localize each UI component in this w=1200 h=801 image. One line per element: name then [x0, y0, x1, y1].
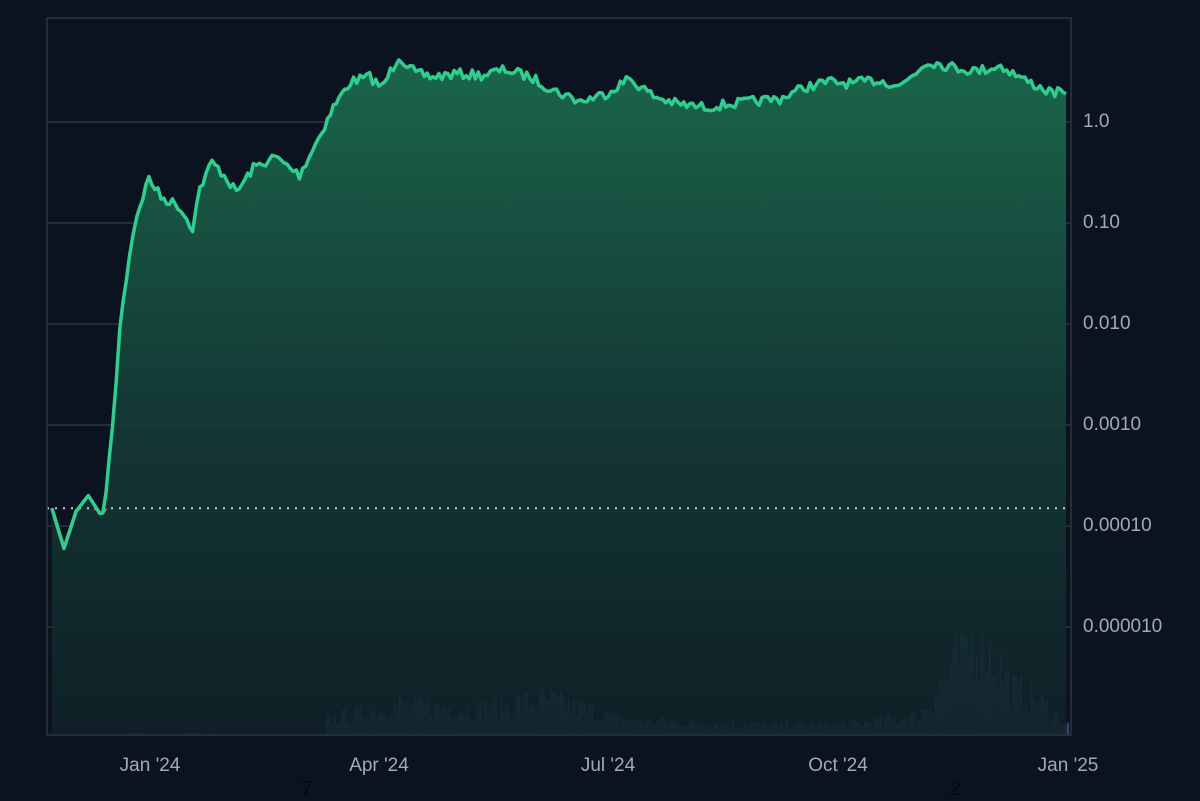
- price-area-fill: [51, 59, 1067, 735]
- x-tick-label: Apr '24: [349, 755, 409, 776]
- x-tick-label: Jan '25: [1037, 755, 1099, 776]
- price-line: [50, 58, 1067, 551]
- plot-border: [46, 17, 1072, 736]
- y-tick-label: 0.000010: [1083, 616, 1163, 637]
- x-tick-label: Jul '24: [580, 755, 636, 776]
- x-tick-label: Oct '24: [808, 755, 868, 776]
- y-tick-label: 0.00010: [1083, 515, 1152, 536]
- stray-label: 7: [301, 778, 313, 800]
- x-tick-label: Jan '24: [119, 755, 181, 776]
- y-tick-label: 0.0010: [1083, 414, 1142, 435]
- stray-label: 2: [950, 778, 962, 800]
- y-tick-label: 1.0: [1083, 111, 1110, 132]
- volume-bar: [1067, 722, 1069, 735]
- y-tick-label: 0.10: [1083, 212, 1120, 233]
- y-tick-label: 0.010: [1083, 313, 1131, 334]
